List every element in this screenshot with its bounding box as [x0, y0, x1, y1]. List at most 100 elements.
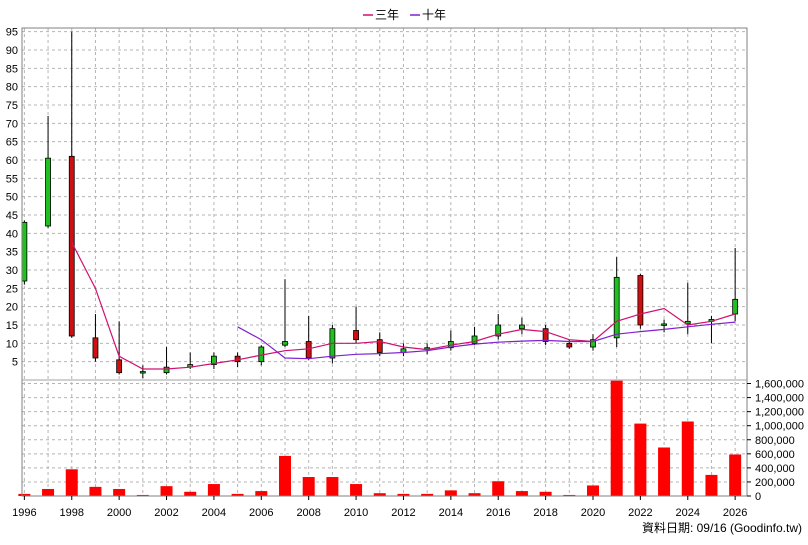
- candle-body: [305, 341, 312, 359]
- volume-bar: [515, 491, 528, 496]
- volume-bar: [326, 477, 339, 496]
- x-tick-label: 2004: [202, 507, 226, 519]
- grid-layer: [22, 28, 747, 496]
- volume-bar: [397, 493, 410, 496]
- volume-bar: [42, 488, 55, 496]
- candle-body: [590, 339, 596, 348]
- x-tick-label: 2006: [249, 507, 273, 519]
- volume-y-tick-label: 200,000: [755, 477, 795, 489]
- volume-y-tick-label: 800,000: [755, 435, 795, 447]
- x-tick-label: 2022: [628, 507, 652, 519]
- volume-bar: [89, 486, 102, 496]
- price-y-tick-label: 95: [6, 27, 18, 39]
- volume-panel: [18, 380, 742, 496]
- price-y-tick-label: 90: [6, 45, 18, 57]
- volume-bar: [492, 481, 505, 496]
- volume-y-tick-label: 1,600,000: [755, 379, 804, 391]
- volume-bar: [373, 493, 386, 496]
- x-tick-label: 2026: [723, 507, 747, 519]
- volume-bar: [729, 454, 742, 496]
- candle-body: [661, 323, 667, 326]
- candle-body: [211, 355, 217, 365]
- price-y-tick-label: 55: [6, 173, 18, 185]
- price-y-tick-label: 15: [6, 320, 18, 332]
- x-tick-label: 1998: [60, 507, 84, 519]
- x-tick-label: 2018: [533, 507, 557, 519]
- volume-bar: [113, 488, 126, 496]
- price-y-tick-label: 80: [6, 82, 18, 94]
- volume-y-tick-label: 0: [755, 491, 761, 503]
- volume-bar: [65, 469, 78, 496]
- volume-y-tick-label: 600,000: [755, 449, 795, 461]
- volume-bar: [18, 493, 31, 496]
- x-tick-label: 2000: [107, 507, 131, 519]
- price-y-tick-label: 20: [6, 302, 18, 314]
- price-y-tick-label: 65: [6, 137, 18, 149]
- x-tick-label: 2016: [486, 507, 510, 519]
- candle-body: [566, 342, 573, 348]
- volume-bar: [705, 474, 718, 496]
- moving-average-ten-year: [237, 321, 736, 360]
- price-panel: [21, 31, 739, 379]
- candle-body: [282, 341, 288, 346]
- volume-bar: [136, 494, 149, 496]
- volume-bar: [586, 485, 599, 496]
- price-y-tick-label: 45: [6, 210, 18, 222]
- volume-bar: [231, 493, 244, 496]
- price-y-tick-label: 30: [6, 265, 18, 277]
- price-y-tick-label: 50: [6, 192, 18, 204]
- candle-body: [495, 324, 502, 337]
- x-tick-label: 2020: [581, 507, 605, 519]
- candle-body: [139, 371, 146, 374]
- volume-bar: [278, 455, 291, 496]
- price-y-tick-label: 70: [6, 118, 18, 130]
- volume-bar: [302, 477, 315, 496]
- volume-y-tick-label: 1,000,000: [755, 421, 804, 433]
- volume-bar: [160, 486, 173, 496]
- x-tick-label: 1996: [12, 507, 36, 519]
- volume-bar: [634, 423, 647, 496]
- volume-bar: [539, 491, 552, 496]
- legend-label-three-year: 三年: [375, 8, 399, 22]
- price-y-tick-label: 60: [6, 155, 18, 167]
- price-y-tick-label: 40: [6, 228, 18, 240]
- x-tick-label: 2008: [296, 507, 320, 519]
- candle-body: [376, 339, 383, 353]
- plot-frame: [21, 27, 748, 497]
- candle-body: [613, 276, 620, 339]
- data-date-footer: 資料日期: 09/16 (Goodinfo.tw): [641, 521, 802, 535]
- candle-body: [45, 157, 51, 227]
- volume-bar: [563, 494, 576, 496]
- price-y-tick-label: 35: [6, 247, 18, 259]
- candle-body: [471, 335, 478, 344]
- x-tick-label: 2002: [154, 507, 178, 519]
- moving-average-three-year: [71, 242, 736, 370]
- price-y-tick-label: 25: [6, 283, 18, 295]
- legend-label-ten-year: 十年: [422, 8, 446, 22]
- volume-y-tick-label: 1,200,000: [755, 407, 804, 419]
- legend: 三年 十年: [363, 8, 446, 22]
- candle-body: [163, 366, 170, 374]
- volume-bar: [658, 447, 671, 496]
- volume-bar: [255, 491, 268, 496]
- volume-y-tick-label: 400,000: [755, 463, 795, 475]
- volume-bar: [610, 380, 623, 496]
- candle-body: [732, 298, 739, 315]
- candle-body: [353, 330, 359, 341]
- x-tick-label: 2014: [439, 507, 463, 519]
- x-tick-label: 2010: [344, 507, 368, 519]
- candle-body: [92, 337, 99, 359]
- price-y-tick-label: 85: [6, 63, 18, 75]
- candle-body: [21, 221, 28, 282]
- volume-bar: [444, 490, 457, 496]
- axis-layer: 5 10 15 20 25 30 35 40 45 50 55 60 65 70 75 80 85 90 95 0 20…: [6, 27, 804, 519]
- price-y-tick-label: 10: [6, 338, 18, 350]
- price-y-tick-label: 75: [6, 100, 18, 112]
- candle-body: [637, 275, 644, 326]
- x-tick-label: 2024: [676, 507, 700, 519]
- candle-body: [116, 359, 123, 374]
- volume-bar: [468, 493, 481, 496]
- volume-y-tick-label: 1,400,000: [755, 393, 804, 405]
